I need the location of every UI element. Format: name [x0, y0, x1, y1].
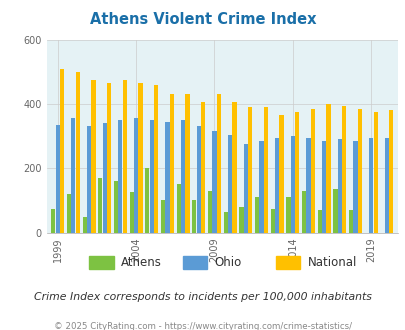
Bar — [207, 191, 212, 233]
Text: © 2025 CityRating.com - https://www.cityrating.com/crime-statistics/: © 2025 CityRating.com - https://www.city… — [54, 322, 351, 330]
Bar — [67, 194, 71, 233]
Bar — [279, 115, 283, 233]
Bar — [196, 126, 200, 233]
Text: National: National — [307, 256, 356, 269]
Bar — [122, 80, 127, 233]
Bar — [169, 94, 173, 233]
Bar — [353, 141, 357, 233]
Bar — [290, 136, 294, 233]
Bar — [55, 125, 60, 233]
Bar — [176, 184, 180, 233]
Bar — [310, 109, 314, 233]
Bar — [337, 139, 341, 233]
Bar — [223, 212, 227, 233]
Bar — [98, 178, 102, 233]
Bar — [243, 144, 247, 233]
Bar — [185, 94, 189, 233]
Bar — [165, 122, 169, 233]
Bar — [87, 126, 91, 233]
Bar — [181, 120, 185, 233]
Bar — [118, 120, 122, 233]
Bar — [357, 109, 361, 233]
Bar — [306, 138, 310, 233]
Bar — [247, 107, 252, 233]
Bar — [254, 197, 258, 233]
Bar — [153, 85, 158, 233]
Bar — [91, 80, 95, 233]
Bar — [388, 110, 392, 233]
Bar — [317, 210, 321, 233]
Bar — [138, 83, 142, 233]
Bar — [384, 138, 388, 233]
Text: Ohio: Ohio — [214, 256, 241, 269]
Bar — [373, 112, 377, 233]
Bar — [321, 141, 326, 233]
Bar — [263, 107, 267, 233]
Bar — [71, 118, 75, 233]
Bar — [134, 118, 138, 233]
Bar — [368, 138, 373, 233]
Bar — [294, 112, 298, 233]
Bar — [232, 102, 236, 233]
Text: Athens: Athens — [121, 256, 162, 269]
Bar — [239, 207, 243, 233]
Bar — [301, 191, 305, 233]
Bar — [286, 197, 290, 233]
Text: Crime Index corresponds to incidents per 100,000 inhabitants: Crime Index corresponds to incidents per… — [34, 292, 371, 302]
Bar — [145, 168, 149, 233]
Bar — [200, 102, 205, 233]
Bar — [212, 131, 216, 233]
Bar — [259, 141, 263, 233]
Bar — [60, 69, 64, 233]
Bar — [107, 83, 111, 233]
Bar — [102, 123, 107, 233]
Bar — [216, 94, 220, 233]
Bar — [228, 135, 232, 233]
Bar — [82, 216, 87, 233]
Bar — [149, 120, 153, 233]
Bar — [348, 210, 352, 233]
Bar — [341, 106, 345, 233]
Bar — [129, 192, 134, 233]
Bar — [270, 209, 274, 233]
Bar — [333, 189, 337, 233]
Text: Athens Violent Crime Index: Athens Violent Crime Index — [90, 12, 315, 26]
Bar — [75, 72, 80, 233]
Bar — [160, 201, 165, 233]
Bar — [51, 209, 55, 233]
Bar — [113, 181, 118, 233]
Bar — [326, 104, 330, 233]
Bar — [274, 138, 279, 233]
Bar — [192, 201, 196, 233]
